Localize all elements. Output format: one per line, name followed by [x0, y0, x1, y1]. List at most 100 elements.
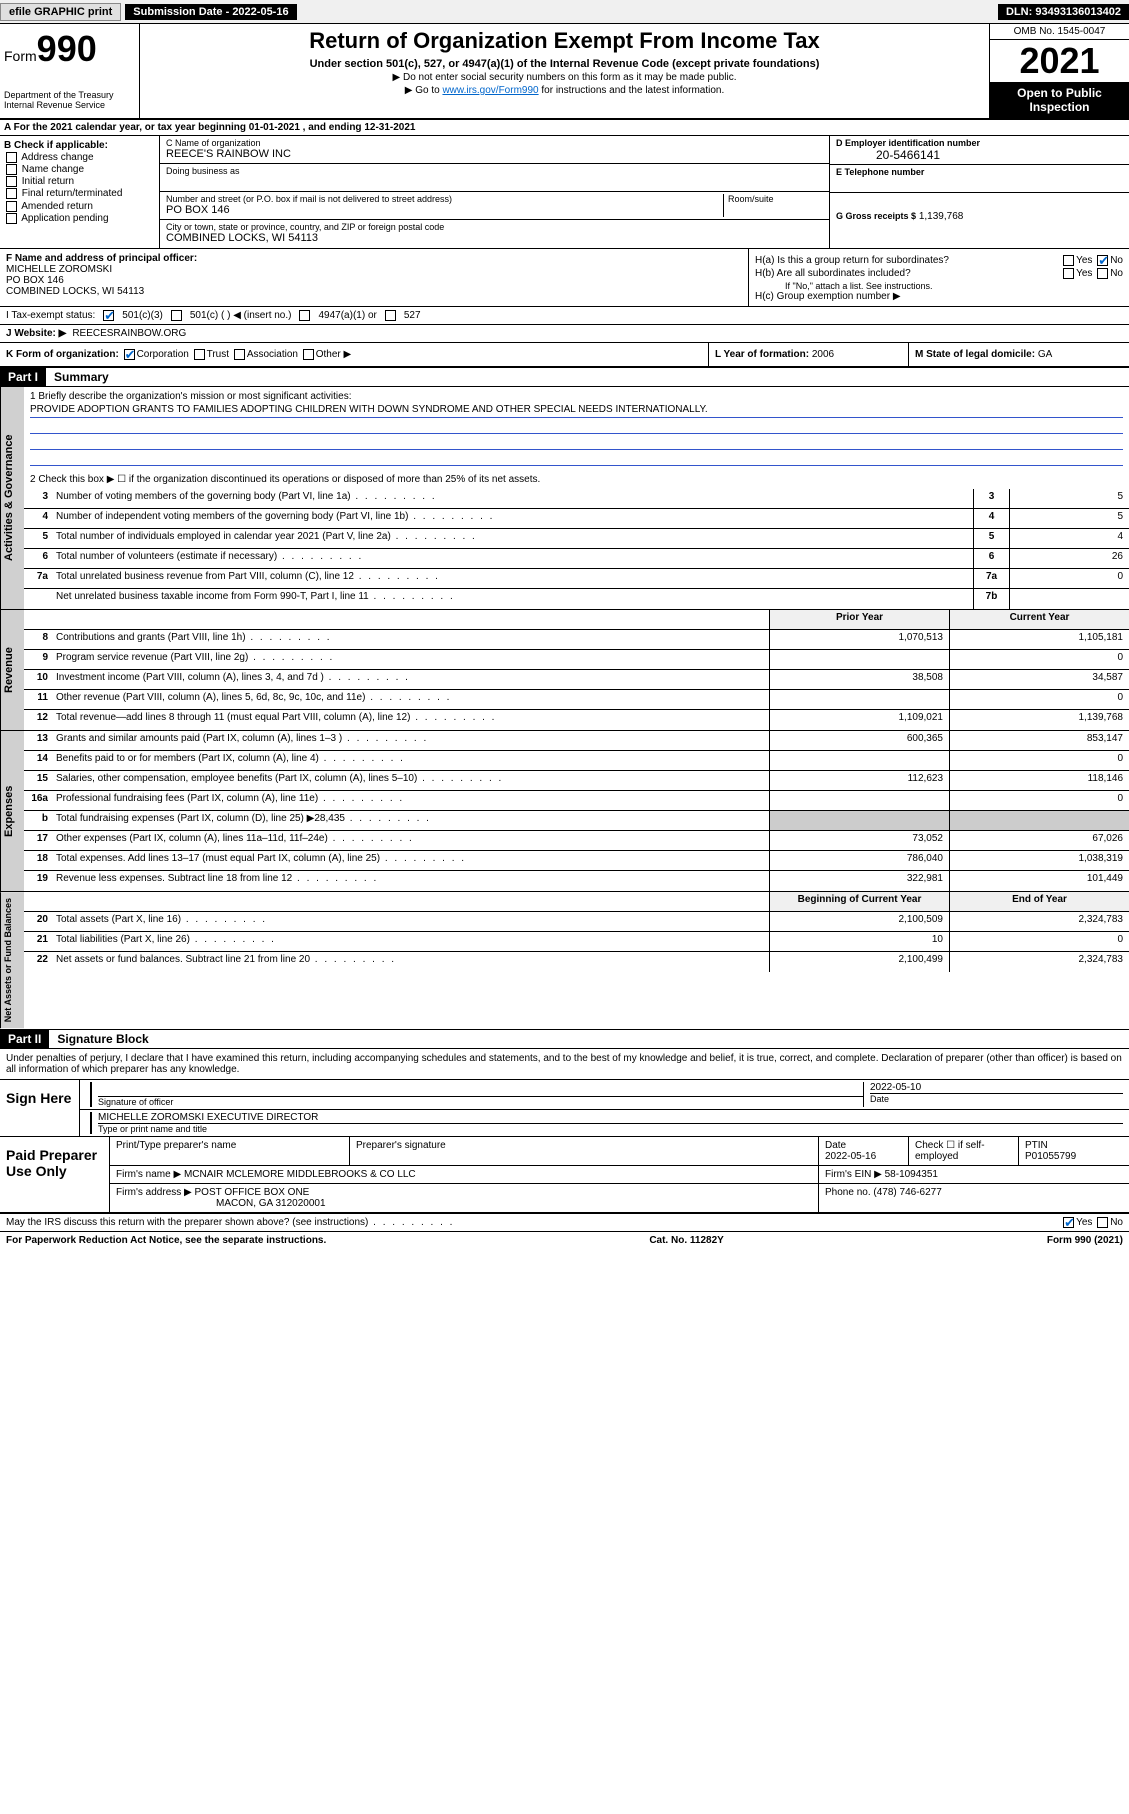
ptin-label: PTIN [1025, 1140, 1048, 1151]
prep-date-val: 2022-05-16 [825, 1151, 876, 1162]
row-desc: Total number of volunteers (estimate if … [52, 549, 973, 568]
mission-text: PROVIDE ADOPTION GRANTS TO FAMILIES ADOP… [30, 404, 1123, 418]
row-box: 6 [973, 549, 1009, 568]
sig-name-value: MICHELLE ZOROMSKI EXECUTIVE DIRECTOR [98, 1112, 1123, 1123]
l-label: L Year of formation: [715, 349, 809, 360]
discuss-no-cb[interactable] [1097, 1217, 1108, 1228]
ha-no[interactable]: No [1110, 255, 1123, 266]
opt-corp: Corporation [137, 349, 189, 360]
ha-yes[interactable]: Yes [1076, 255, 1092, 266]
row-num: 18 [24, 851, 52, 870]
row-num: 13 [24, 731, 52, 750]
row-desc: Net assets or fund balances. Subtract li… [52, 952, 769, 972]
hc-label: H(c) Group exemption number ▶ [755, 291, 1123, 302]
org-name: REECE'S RAINBOW INC [166, 148, 823, 160]
curr-val: 101,449 [949, 871, 1129, 891]
section-h: H(a) Is this a group return for subordin… [749, 249, 1129, 306]
cb-address-change[interactable]: Address change [4, 152, 155, 163]
cb-assoc[interactable] [234, 349, 245, 360]
prep-selfemp: Check ☐ if self-employed [909, 1137, 1019, 1165]
part2-bar: Part II Signature Block [0, 1030, 1129, 1049]
mission-label: 1 Briefly describe the organization's mi… [30, 391, 1123, 402]
row-desc: Grants and similar amounts paid (Part IX… [52, 731, 769, 750]
officer-addr2: COMBINED LOCKS, WI 54113 [6, 286, 742, 297]
table-row: 13 Grants and similar amounts paid (Part… [24, 731, 1129, 751]
netassets-header: Beginning of Current Year End of Year [24, 892, 1129, 912]
row-num: 9 [24, 650, 52, 669]
efile-button[interactable]: efile GRAPHIC print [0, 3, 121, 21]
row-desc: Contributions and grants (Part VIII, lin… [52, 630, 769, 649]
firm-phone: (478) 746-6277 [873, 1187, 941, 1198]
curr-val: 1,139,768 [949, 710, 1129, 730]
firm-addr-label: Firm's address ▶ [116, 1187, 192, 1198]
cb-corp[interactable] [124, 349, 135, 360]
dept-treasury: Department of the Treasury Internal Reve… [4, 90, 135, 110]
row-box: 4 [973, 509, 1009, 528]
i-label: I Tax-exempt status: [6, 310, 95, 321]
gross-receipts-label: G Gross receipts $ [836, 211, 916, 221]
form-subtitle: Under section 501(c), 527, or 4947(a)(1)… [148, 58, 981, 70]
row-num: 6 [24, 549, 52, 568]
row-desc: Other expenses (Part IX, column (A), lin… [52, 831, 769, 850]
prior-val: 10 [769, 932, 949, 951]
cb-application-pending[interactable]: Application pending [4, 213, 155, 224]
form-prefix: Form [4, 48, 37, 64]
row-klm: K Form of organization: Corporation Trus… [0, 343, 1129, 368]
opt-4947: 4947(a)(1) or [318, 310, 376, 321]
tax-year: 2021 [990, 40, 1129, 82]
row-desc: Total expenses. Add lines 13–17 (must eq… [52, 851, 769, 870]
form-ref: Form 990 (2021) [1047, 1235, 1123, 1246]
row-num [24, 589, 52, 609]
row-val: 26 [1009, 549, 1129, 568]
ha-label: H(a) Is this a group return for subordin… [755, 255, 949, 266]
cb-initial-return[interactable]: Initial return [4, 176, 155, 187]
cb-trust[interactable] [194, 349, 205, 360]
curr-val: 0 [949, 690, 1129, 709]
row-num: 11 [24, 690, 52, 709]
mission-section: 1 Briefly describe the organization's mi… [24, 387, 1129, 489]
cb-other[interactable] [303, 349, 314, 360]
row-num: 4 [24, 509, 52, 528]
opt-527: 527 [404, 310, 421, 321]
gross-receipts-value: 1,139,768 [919, 211, 964, 222]
firm-addr1: POST OFFICE BOX ONE [195, 1187, 310, 1198]
opt-assoc: Association [247, 349, 298, 360]
ein-label: D Employer identification number [836, 138, 1123, 148]
hb-label: H(b) Are all subordinates included? [755, 268, 911, 279]
row-desc: Number of voting members of the governin… [52, 489, 973, 508]
firm-ein: 58-1094351 [885, 1169, 938, 1180]
row-num: 16a [24, 791, 52, 810]
row-desc: Total assets (Part X, line 16) [52, 912, 769, 931]
row-val: 4 [1009, 529, 1129, 548]
row-desc: Investment income (Part VIII, column (A)… [52, 670, 769, 689]
row-desc: Revenue less expenses. Subtract line 18 … [52, 871, 769, 891]
form-title: Return of Organization Exempt From Incom… [148, 28, 981, 54]
prep-date-label: Date [825, 1140, 846, 1151]
table-row: 10 Investment income (Part VIII, column … [24, 670, 1129, 690]
irs-link[interactable]: www.irs.gov/Form990 [442, 85, 538, 96]
hb-no[interactable]: No [1110, 268, 1123, 279]
curr-val: 118,146 [949, 771, 1129, 790]
hb-yes[interactable]: Yes [1076, 268, 1092, 279]
cb-final-return[interactable]: Final return/terminated [4, 188, 155, 199]
netassets-tab: Net Assets or Fund Balances [0, 892, 24, 1028]
section-fh: F Name and address of principal officer:… [0, 249, 1129, 307]
curr-val: 0 [949, 751, 1129, 770]
discuss-yes-cb[interactable] [1063, 1217, 1074, 1228]
cb-501c[interactable] [171, 310, 182, 321]
cb-4947[interactable] [299, 310, 310, 321]
row-val: 0 [1009, 569, 1129, 588]
row-desc: Number of independent voting members of … [52, 509, 973, 528]
row-desc: Professional fundraising fees (Part IX, … [52, 791, 769, 810]
cb-527[interactable] [385, 310, 396, 321]
mission-blank-3 [30, 452, 1123, 466]
opt-other: Other ▶ [316, 349, 351, 360]
curr-val: 2,324,783 [949, 952, 1129, 972]
table-row: 22 Net assets or fund balances. Subtract… [24, 952, 1129, 972]
firm-name: MCNAIR MCLEMORE MIDDLEBROOKS & CO LLC [184, 1169, 416, 1180]
cb-501c3[interactable] [103, 310, 114, 321]
cb-name-change[interactable]: Name change [4, 164, 155, 175]
cb-amended-return[interactable]: Amended return [4, 201, 155, 212]
prior-val [769, 751, 949, 770]
expenses-block: Expenses 13 Grants and similar amounts p… [0, 731, 1129, 892]
